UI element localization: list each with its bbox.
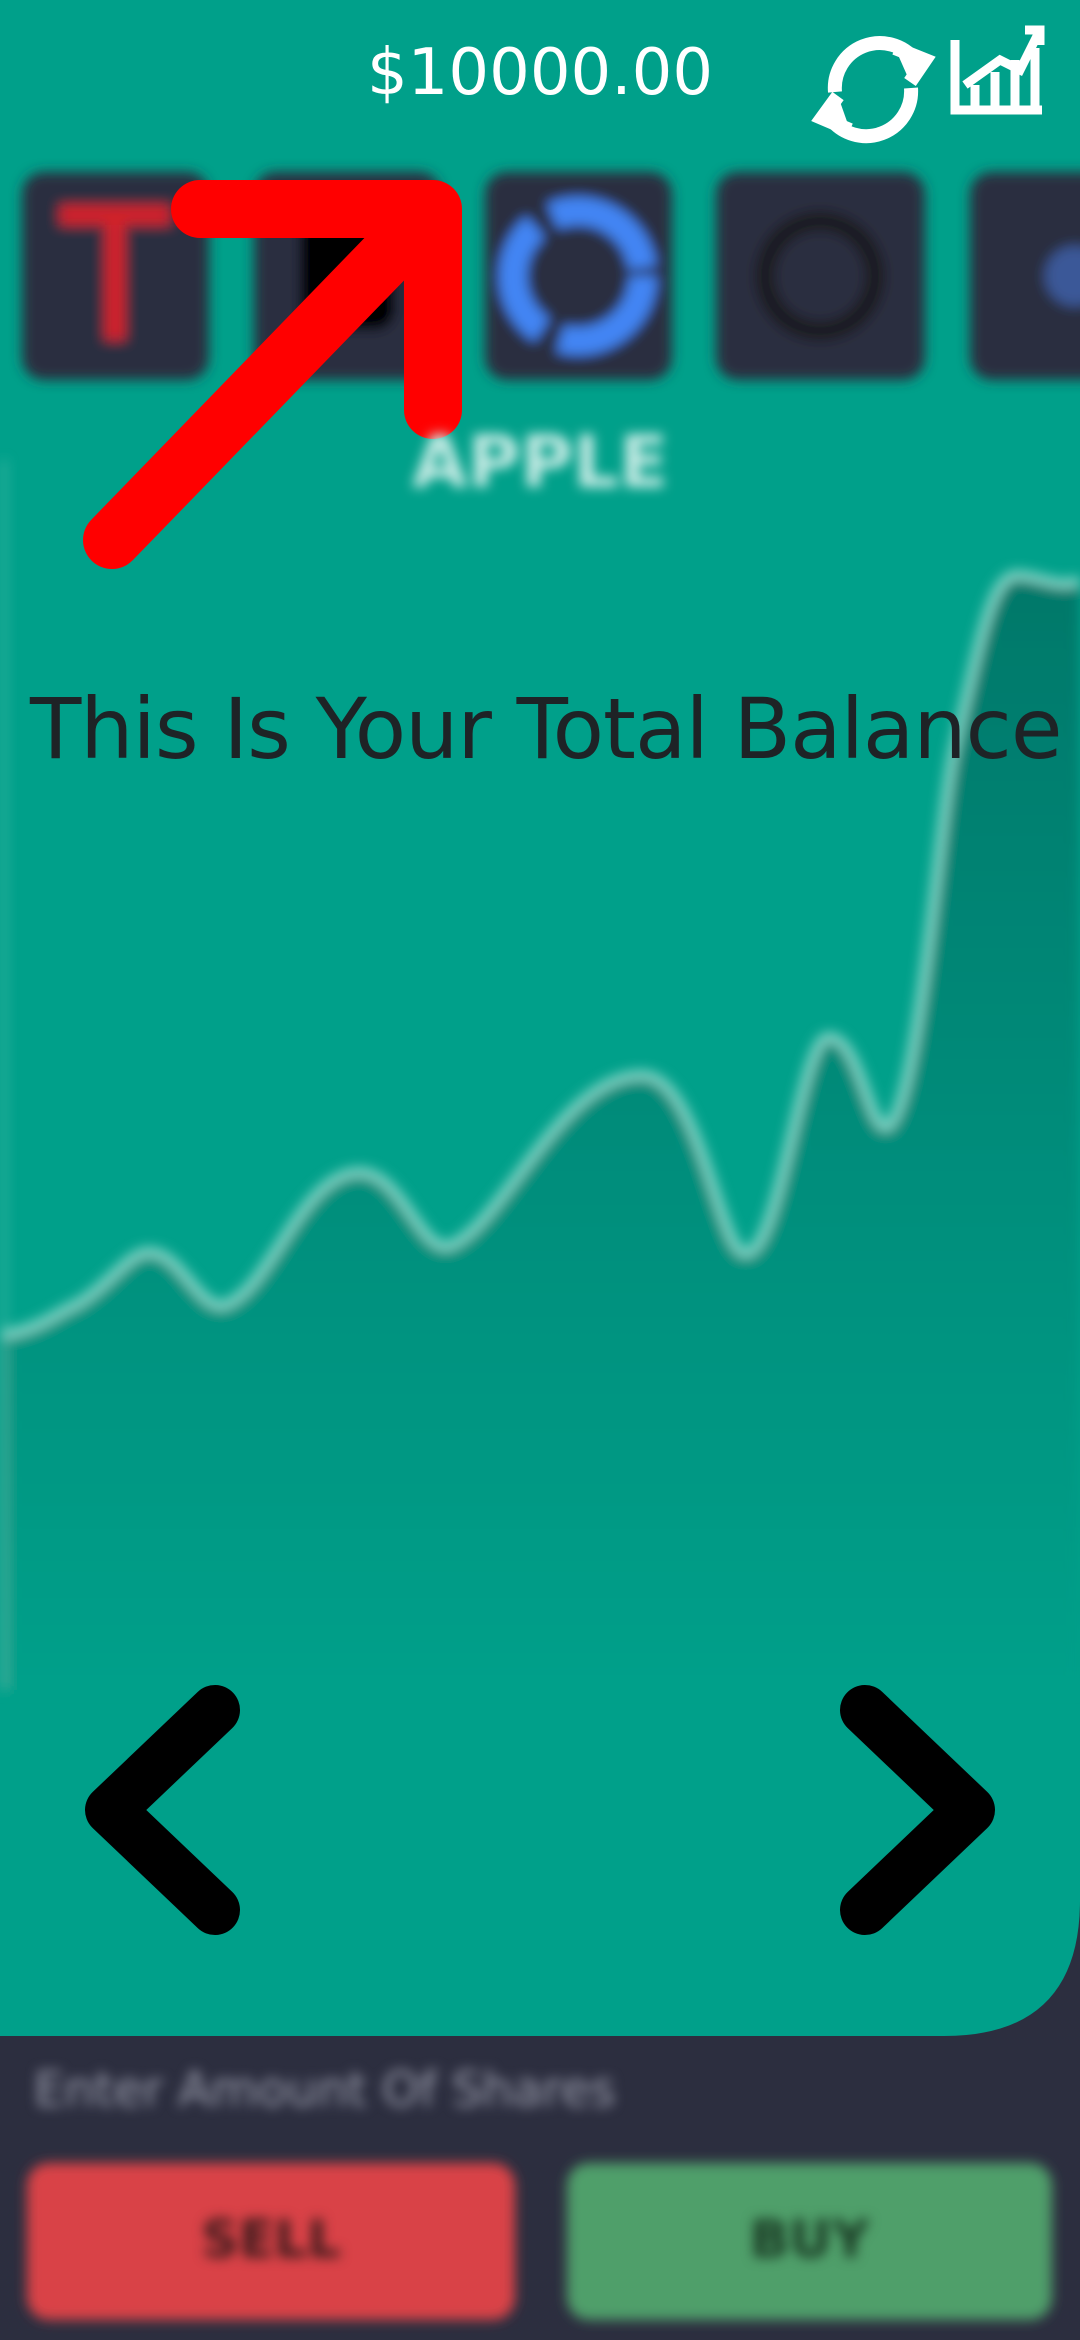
shares-input[interactable]: Enter Amount Of Shares xyxy=(34,2062,616,2118)
previous-chevron[interactable] xyxy=(85,1685,240,1935)
tutorial-arrow xyxy=(83,180,462,569)
sell-label: SELL xyxy=(201,2210,341,2270)
stock-name: APPLE xyxy=(411,420,669,504)
tutorial-caption: This Is Your Total Balance xyxy=(30,680,1063,778)
refresh-icon xyxy=(811,36,936,144)
sell-button[interactable] xyxy=(27,2163,515,2320)
chart-icon xyxy=(950,25,1045,115)
buy-label: BUY xyxy=(749,2210,870,2270)
stock-chart xyxy=(0,460,1080,1690)
next-chevron[interactable] xyxy=(840,1685,995,1935)
buy-button[interactable] xyxy=(567,2163,1052,2320)
total-balance[interactable]: $10000.00 xyxy=(366,36,714,110)
